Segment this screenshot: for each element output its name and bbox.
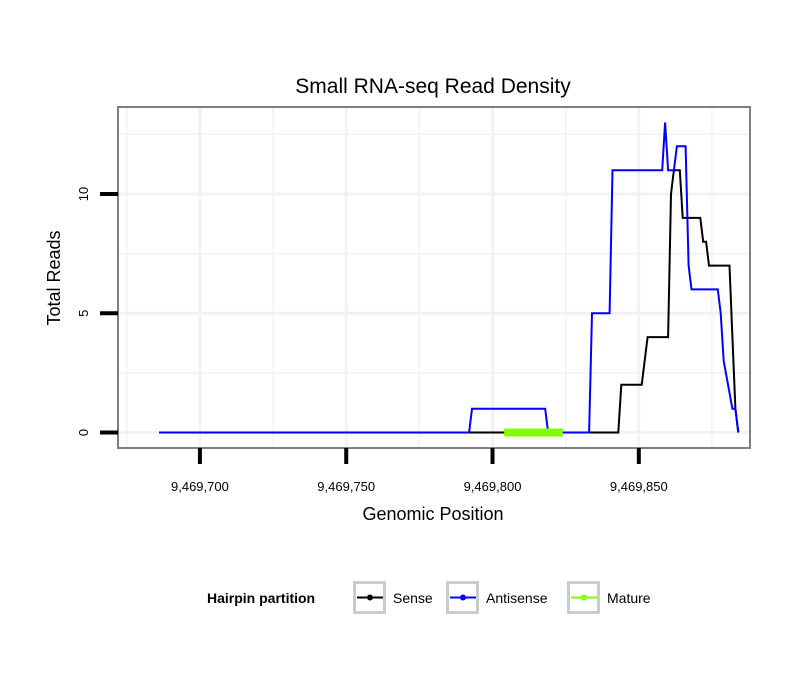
y-tick-label: 5 bbox=[76, 310, 91, 317]
axes: 9,469,700 9,469,750 9,469,800 9,469,850 0 5 10 bbox=[76, 187, 668, 494]
legend-item-antisense: Antisense bbox=[446, 581, 548, 614]
y-tick-label: 10 bbox=[76, 187, 91, 201]
y-axis-title: Total Reads bbox=[44, 230, 64, 325]
series-line-sense bbox=[159, 169, 740, 434]
legend-label: Antisense bbox=[486, 590, 548, 606]
legend-key-point bbox=[581, 594, 587, 601]
legend-label: Mature bbox=[607, 590, 651, 606]
x-tick-label: 9,469,800 bbox=[464, 479, 522, 494]
x-tick-label: 9,469,750 bbox=[317, 479, 375, 494]
x-tick-label: 9,469,850 bbox=[610, 479, 668, 494]
y-tick-label: 0 bbox=[76, 429, 91, 436]
chart-title: Small RNA-seq Read Density bbox=[295, 75, 571, 98]
x-axis-title: Genomic Position bbox=[362, 504, 503, 524]
panel-border bbox=[117, 106, 751, 449]
legend-item-sense: Sense bbox=[353, 581, 433, 614]
series-lines bbox=[159, 122, 740, 437]
legend-key-point bbox=[367, 594, 373, 601]
legend-key-point bbox=[460, 594, 466, 601]
legend: Hairpin partition Sense Antisense Mature bbox=[207, 581, 651, 614]
legend-label: Sense bbox=[393, 590, 433, 606]
x-tick-label: 9,469,700 bbox=[171, 479, 229, 494]
legend-title: Hairpin partition bbox=[207, 590, 315, 606]
legend-item-mature: Mature bbox=[567, 581, 651, 614]
series-line-antisense bbox=[159, 122, 740, 434]
